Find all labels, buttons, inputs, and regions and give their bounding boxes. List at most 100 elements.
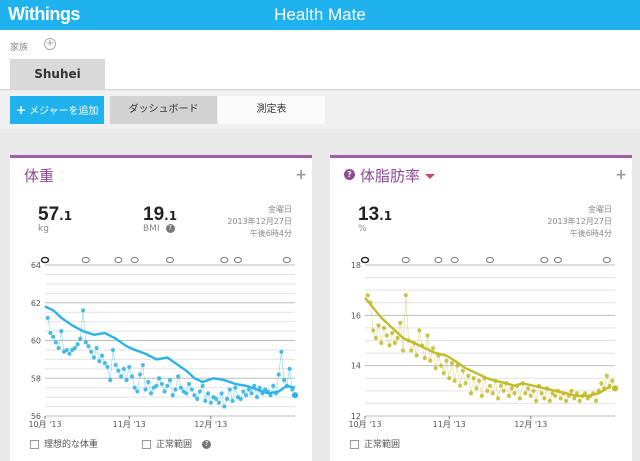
- user-tab-shuhei[interactable]: Shuhei: [10, 59, 105, 90]
- data-point: [395, 335, 400, 341]
- data-point: [165, 383, 170, 388]
- data-point: [53, 340, 58, 345]
- data-point: [189, 387, 194, 392]
- data-point: [99, 353, 105, 358]
- data-point: [135, 389, 140, 394]
- normal-range-checkbox[interactable]: [350, 440, 359, 449]
- family-bar: 家族 + Shuhei: [0, 30, 640, 90]
- body-fat-value: 13: [358, 204, 380, 225]
- data-point: [574, 391, 580, 396]
- data-point: [539, 391, 544, 396]
- date-time: 午後6時4分: [249, 229, 292, 238]
- data-point: [205, 391, 211, 396]
- normal-range-label: 正常範囲: [156, 440, 193, 450]
- data-point: [200, 383, 205, 388]
- data-point: [246, 387, 251, 392]
- data-point: [138, 372, 143, 377]
- help-icon[interactable]: ?: [344, 169, 355, 180]
- data-point: [86, 344, 91, 349]
- data-point: [219, 391, 224, 396]
- app-title: Health Mate: [274, 5, 366, 24]
- data-point: [157, 376, 162, 381]
- comment-marker: [602, 256, 611, 264]
- caret-down-icon: [425, 174, 436, 179]
- data-point: [91, 355, 97, 360]
- data-point: [512, 391, 517, 396]
- data-point: [178, 385, 183, 390]
- data-point: [192, 393, 197, 398]
- weight-stat: 57.1 kg: [38, 204, 72, 234]
- data-point: [490, 391, 495, 396]
- y-tick-label: 14: [351, 362, 361, 371]
- data-point: [241, 389, 246, 394]
- data-point: [438, 363, 444, 368]
- tab-dashboard[interactable]: ダッシュボード: [110, 96, 217, 124]
- data-point: [433, 366, 438, 371]
- data-point: [531, 388, 536, 393]
- data-point: [379, 340, 384, 346]
- weight-add-icon[interactable]: +: [295, 167, 307, 183]
- data-point: [528, 393, 533, 398]
- data-point: [599, 381, 604, 386]
- body-fat-date: 金曜日 2013年12月27日 午後6時4分: [547, 204, 612, 240]
- data-point: [400, 348, 406, 353]
- data-point: [398, 320, 403, 325]
- tab-measurements[interactable]: 測定表: [218, 96, 325, 124]
- body-fat-panel: ? 体脂肪率 + 13.1 % 金曜日 2013年12月27日 午後6時4分 1…: [330, 155, 632, 461]
- data-point: [121, 366, 126, 371]
- data-point: [197, 389, 202, 394]
- plus-circle-icon[interactable]: +: [44, 38, 56, 50]
- body-fat-add-icon[interactable]: +: [615, 167, 627, 183]
- data-point: [452, 378, 457, 383]
- data-point: [146, 379, 151, 385]
- data-point: [525, 386, 531, 391]
- data-point: [542, 396, 547, 401]
- ideal-weight-checkbox[interactable]: [30, 440, 39, 449]
- bmi-stat: 19.1 BMI?: [143, 204, 177, 234]
- data-point: [485, 388, 490, 393]
- normal-range-checkbox-row[interactable]: 正常範囲: [350, 437, 400, 450]
- data-point: [203, 398, 208, 403]
- data-point: [233, 385, 238, 390]
- comment-marker: [233, 256, 242, 264]
- data-point: [159, 381, 164, 387]
- data-point: [425, 333, 430, 338]
- ideal-weight-checkbox-row[interactable]: 理想的な体重: [30, 437, 98, 450]
- data-point: [384, 333, 389, 338]
- comment-marker: [130, 256, 139, 264]
- normal-range-checkbox-row[interactable]: 正常範囲?: [142, 437, 212, 450]
- comment-marker: [401, 256, 410, 264]
- withings-logo[interactable]: Withings: [8, 4, 80, 24]
- measurement-line: [47, 310, 296, 408]
- data-point: [517, 396, 522, 401]
- data-point: [108, 378, 113, 383]
- data-point: [124, 378, 129, 383]
- data-point: [105, 364, 110, 370]
- normal-range-label: 正常範囲: [364, 440, 401, 450]
- data-point: [252, 383, 257, 388]
- normal-range-checkbox[interactable]: [142, 440, 151, 449]
- add-measure-button[interactable]: + メジャーを追加: [10, 96, 104, 124]
- data-point: [143, 387, 148, 392]
- data-point: [80, 308, 86, 313]
- data-point: [441, 371, 446, 376]
- trend-line: [364, 296, 616, 398]
- data-point: [447, 376, 452, 381]
- data-point: [72, 345, 77, 351]
- data-point: [501, 388, 506, 393]
- help-icon[interactable]: ?: [165, 224, 175, 233]
- data-point: [523, 391, 528, 396]
- data-point: [64, 347, 69, 353]
- data-point: [498, 383, 503, 388]
- x-tick-label: 10月 '13: [348, 420, 381, 428]
- weight-panel-title: 体重: [24, 167, 55, 185]
- data-point: [257, 385, 262, 390]
- help-icon[interactable]: ?: [202, 440, 212, 449]
- data-point: [129, 374, 135, 379]
- latest-point: [610, 384, 620, 393]
- weight-unit: kg: [38, 224, 49, 234]
- body-fat-title[interactable]: 体脂肪率: [360, 165, 436, 186]
- data-point: [563, 398, 569, 403]
